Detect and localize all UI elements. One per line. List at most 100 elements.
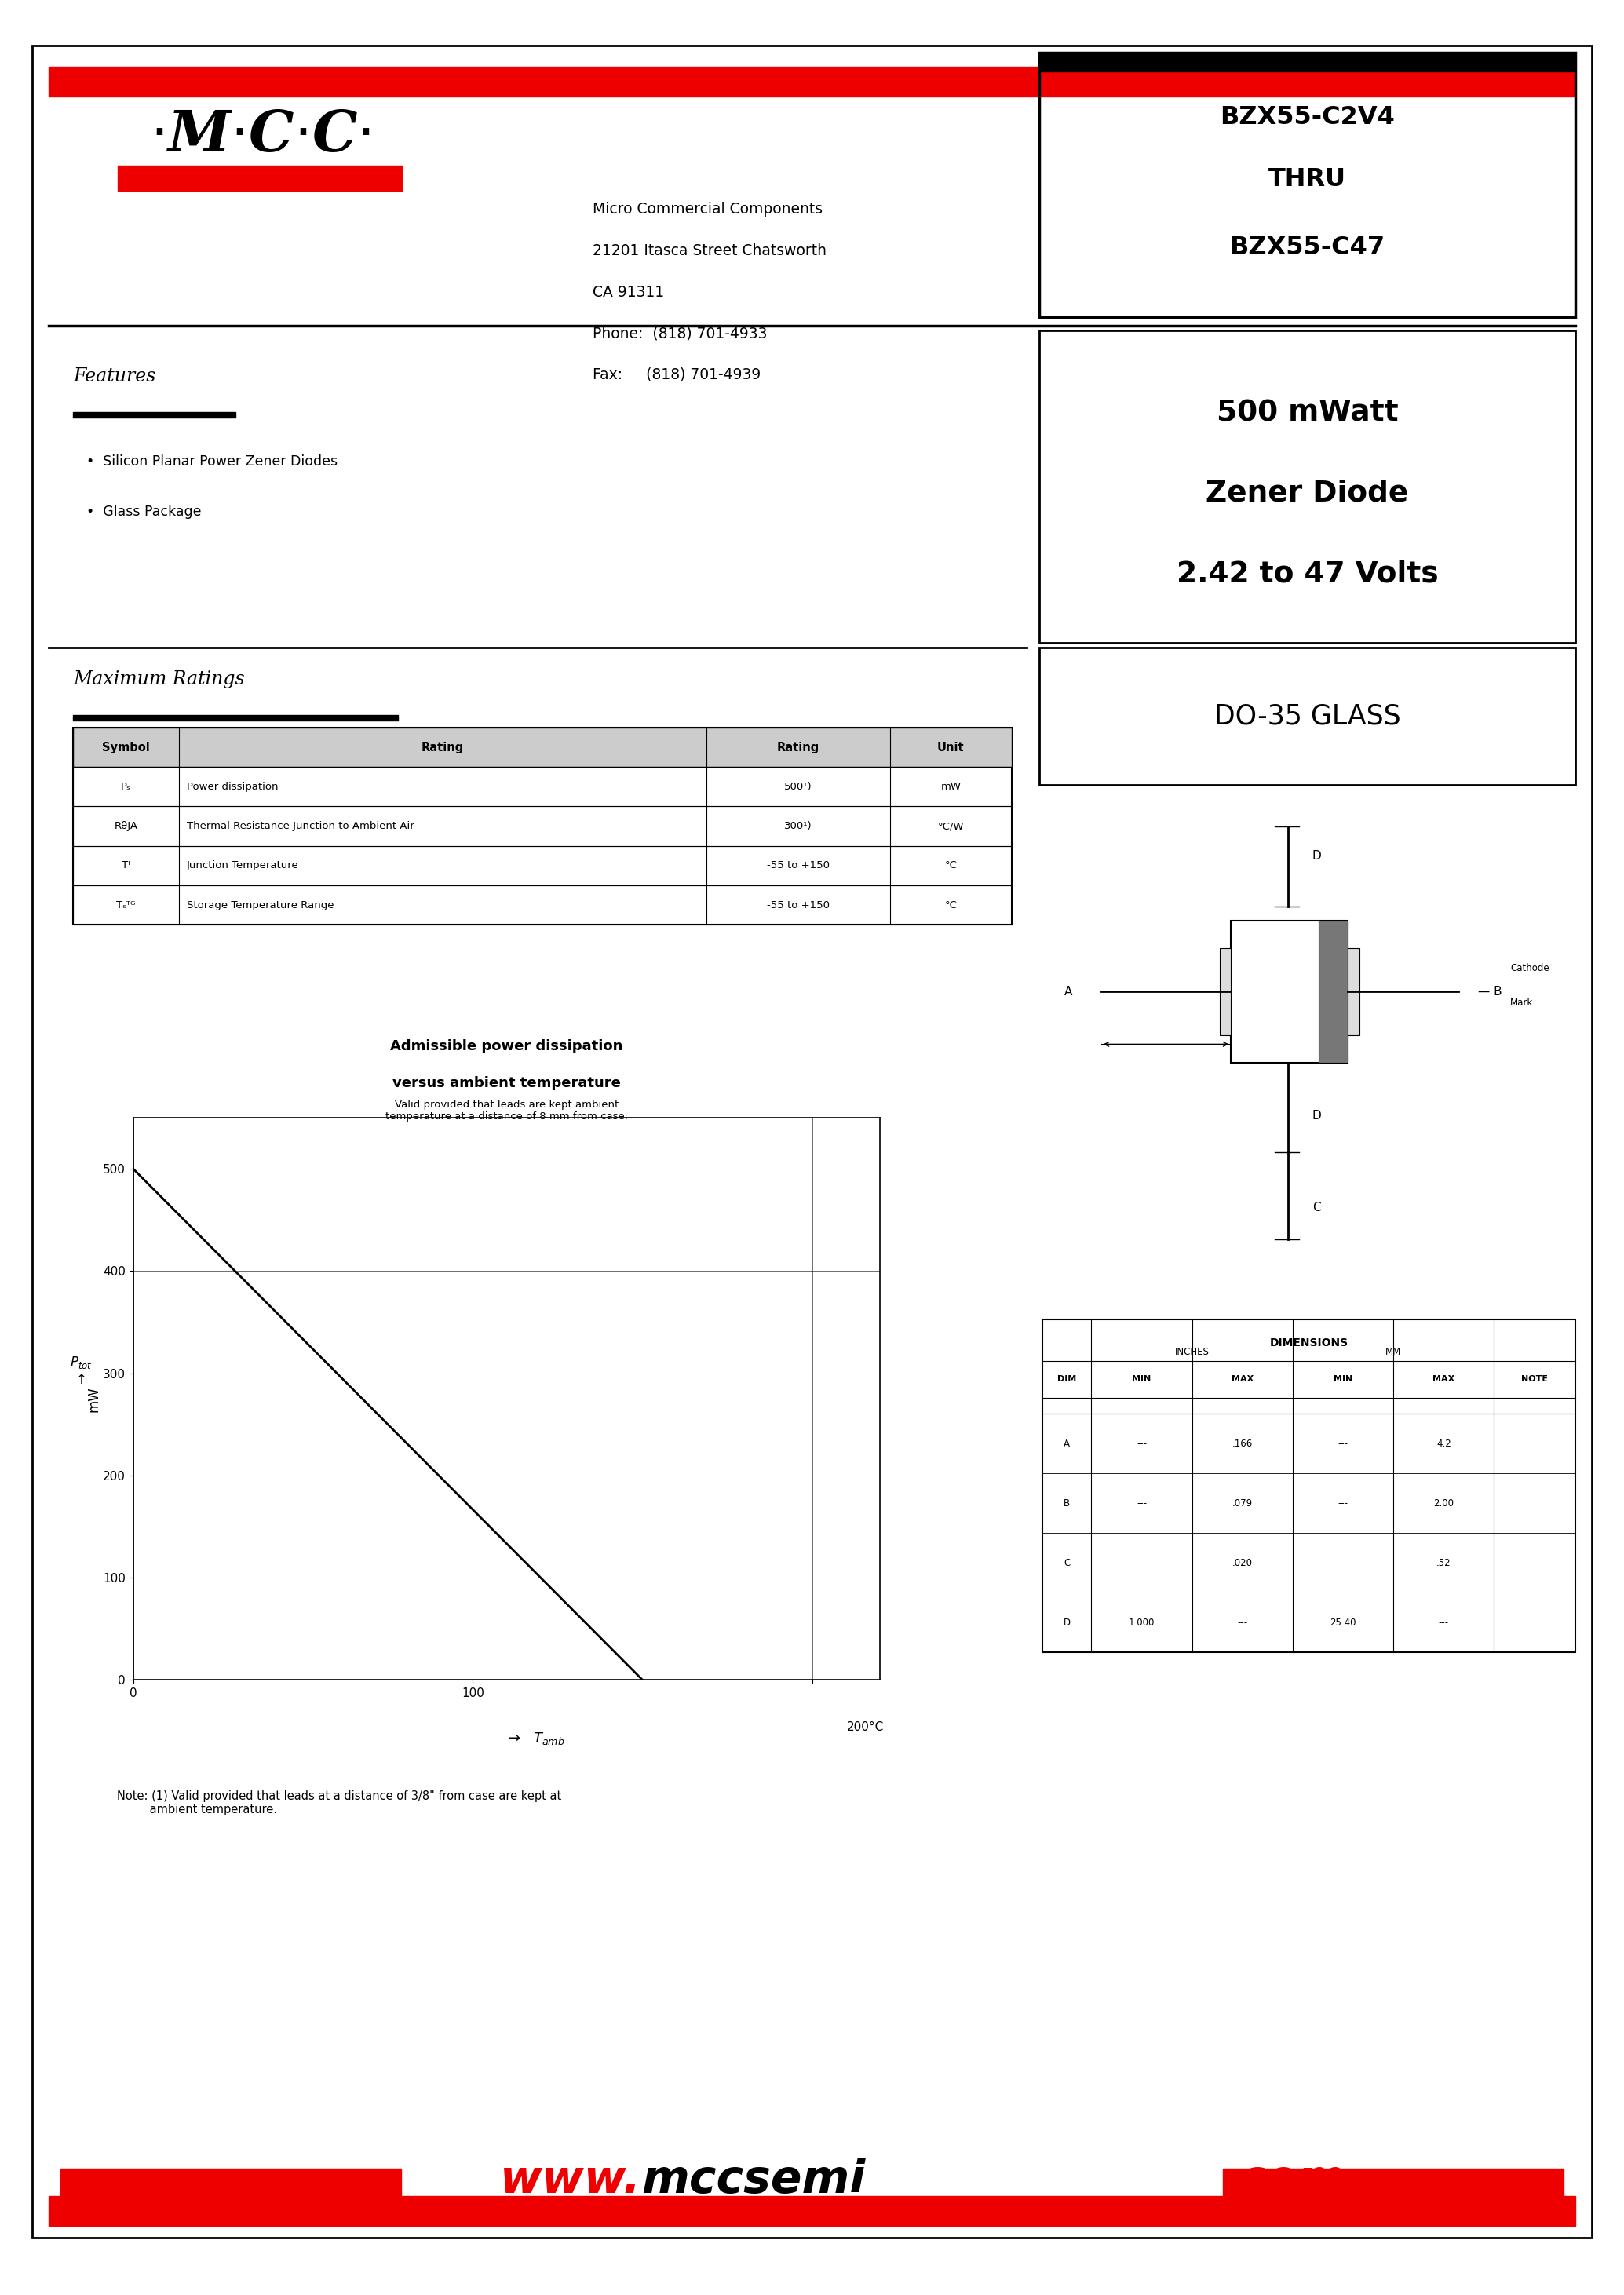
- Bar: [73, 886, 1012, 925]
- Bar: [1039, 330, 1575, 643]
- Bar: [1043, 1320, 1575, 1652]
- Text: Features: Features: [73, 367, 156, 386]
- Bar: [49, 67, 1575, 96]
- Text: .166: .166: [1233, 1439, 1252, 1448]
- Bar: [1319, 920, 1348, 1063]
- Text: Valid provided that leads are kept ambient
temperature at a distance of 8 mm fro: Valid provided that leads are kept ambie…: [385, 1099, 628, 1122]
- Text: Cathode: Cathode: [1510, 964, 1549, 973]
- Bar: [119, 165, 403, 190]
- Text: Zener Diode: Zener Diode: [1207, 480, 1408, 507]
- Text: 300¹): 300¹): [784, 822, 812, 831]
- Text: Storage Temperature Range: Storage Temperature Range: [187, 900, 335, 911]
- Text: $\cdot$M$\cdot$C$\cdot$C$\cdot$: $\cdot$M$\cdot$C$\cdot$C$\cdot$: [149, 108, 370, 163]
- Bar: [73, 806, 1012, 847]
- Bar: [60, 2169, 401, 2215]
- Text: •  Glass Package: • Glass Package: [86, 505, 201, 519]
- Text: mccsemi: mccsemi: [641, 2157, 866, 2203]
- Text: mW: mW: [940, 783, 961, 792]
- Text: Rating: Rating: [421, 741, 464, 753]
- Text: Pₛ: Pₛ: [120, 783, 132, 792]
- Text: Unit: Unit: [937, 741, 965, 753]
- Text: DIMENSIONS: DIMENSIONS: [1270, 1338, 1348, 1347]
- Text: C: C: [1064, 1558, 1070, 1567]
- Text: BZX55-C47: BZX55-C47: [1229, 236, 1385, 259]
- Bar: [73, 847, 1012, 886]
- Text: ---: ---: [1338, 1499, 1348, 1508]
- Text: C: C: [1312, 1200, 1320, 1214]
- Text: $P_{tot}$
↑: $P_{tot}$ ↑: [70, 1354, 93, 1386]
- Text: 25.40: 25.40: [1330, 1618, 1356, 1627]
- Bar: [1220, 948, 1231, 1035]
- Text: -55 to +150: -55 to +150: [767, 900, 830, 911]
- Text: °C/W: °C/W: [937, 822, 965, 831]
- Bar: [73, 728, 1012, 767]
- Text: NOTE: NOTE: [1522, 1375, 1548, 1384]
- Text: .52: .52: [1436, 1558, 1452, 1567]
- Text: Phone:  (818) 701-4933: Phone: (818) 701-4933: [593, 326, 768, 340]
- Text: ---: ---: [1237, 1618, 1247, 1627]
- Text: Power dissipation: Power dissipation: [187, 783, 278, 792]
- Bar: [1231, 920, 1348, 1063]
- Text: MAX: MAX: [1432, 1375, 1455, 1384]
- Text: A: A: [1064, 1439, 1070, 1448]
- Text: MAX: MAX: [1231, 1375, 1254, 1384]
- Text: 200°C: 200°C: [846, 1721, 883, 1733]
- Text: MM: MM: [1385, 1347, 1402, 1356]
- Text: D: D: [1064, 1618, 1070, 1627]
- Text: Junction Temperature: Junction Temperature: [187, 861, 299, 870]
- Text: — B: — B: [1478, 985, 1502, 998]
- Text: ---: ---: [1439, 1618, 1449, 1627]
- Text: .020: .020: [1233, 1558, 1252, 1567]
- Text: A: A: [1064, 985, 1073, 998]
- Text: Note: (1) Valid provided that leads at a distance of 3/8" from case are kept at
: Note: (1) Valid provided that leads at a…: [117, 1790, 562, 1815]
- Text: Tᴵ: Tᴵ: [122, 861, 130, 870]
- Text: versus ambient temperature: versus ambient temperature: [393, 1076, 620, 1090]
- Text: ---: ---: [1137, 1439, 1147, 1448]
- Bar: [49, 2196, 1575, 2226]
- Text: 500 mWatt: 500 mWatt: [1216, 399, 1398, 427]
- Text: -55 to +150: -55 to +150: [767, 861, 830, 870]
- Text: °C: °C: [945, 900, 957, 911]
- Text: D: D: [1312, 1108, 1322, 1122]
- Text: 21201 Itasca Street Chatsworth: 21201 Itasca Street Chatsworth: [593, 243, 827, 257]
- Text: ---: ---: [1338, 1558, 1348, 1567]
- Text: Fax:     (818) 701-4939: Fax: (818) 701-4939: [593, 367, 762, 381]
- Text: DIM: DIM: [1057, 1375, 1077, 1384]
- Text: Maximum Ratings: Maximum Ratings: [73, 670, 245, 688]
- Text: 1.000: 1.000: [1129, 1618, 1155, 1627]
- Text: www.: www.: [500, 2157, 641, 2203]
- Bar: [1039, 647, 1575, 785]
- Text: Symbol: Symbol: [102, 741, 149, 753]
- Text: →   $T_{amb}$: → $T_{amb}$: [508, 1730, 565, 1746]
- Text: 4.2: 4.2: [1436, 1439, 1452, 1448]
- Text: RθJA: RθJA: [114, 822, 138, 831]
- Text: 500¹): 500¹): [784, 783, 812, 792]
- Text: 2.00: 2.00: [1434, 1499, 1453, 1508]
- Text: Thermal Resistance Junction to Ambient Air: Thermal Resistance Junction to Ambient A…: [187, 822, 414, 831]
- Text: Tₛᵀᴳ: Tₛᵀᴳ: [117, 900, 135, 911]
- Text: ---: ---: [1137, 1499, 1147, 1508]
- Bar: [1039, 53, 1575, 317]
- Y-axis label: mW: mW: [86, 1386, 101, 1411]
- Text: •  Silicon Planar Power Zener Diodes: • Silicon Planar Power Zener Diodes: [86, 454, 338, 468]
- Text: Micro Commercial Components: Micro Commercial Components: [593, 202, 823, 216]
- Text: .079: .079: [1233, 1499, 1252, 1508]
- Bar: [1223, 2169, 1564, 2215]
- Text: BZX55-C2V4: BZX55-C2V4: [1220, 106, 1395, 129]
- Text: Mark: Mark: [1510, 998, 1533, 1008]
- Text: MIN: MIN: [1333, 1375, 1353, 1384]
- Text: D: D: [1312, 849, 1322, 863]
- Bar: [1348, 948, 1359, 1035]
- Text: 2.42 to 47 Volts: 2.42 to 47 Volts: [1176, 560, 1439, 588]
- Text: Admissible power dissipation: Admissible power dissipation: [390, 1040, 624, 1053]
- Bar: [1039, 53, 1575, 71]
- Bar: [119, 69, 403, 94]
- Text: THRU: THRU: [1268, 168, 1346, 190]
- Text: ---: ---: [1338, 1439, 1348, 1448]
- Text: .com: .com: [1221, 2157, 1345, 2203]
- Text: DO-35 GLASS: DO-35 GLASS: [1215, 702, 1400, 730]
- Text: B: B: [1064, 1499, 1070, 1508]
- Bar: [73, 728, 1012, 925]
- Text: CA 91311: CA 91311: [593, 285, 664, 298]
- Text: ---: ---: [1137, 1558, 1147, 1567]
